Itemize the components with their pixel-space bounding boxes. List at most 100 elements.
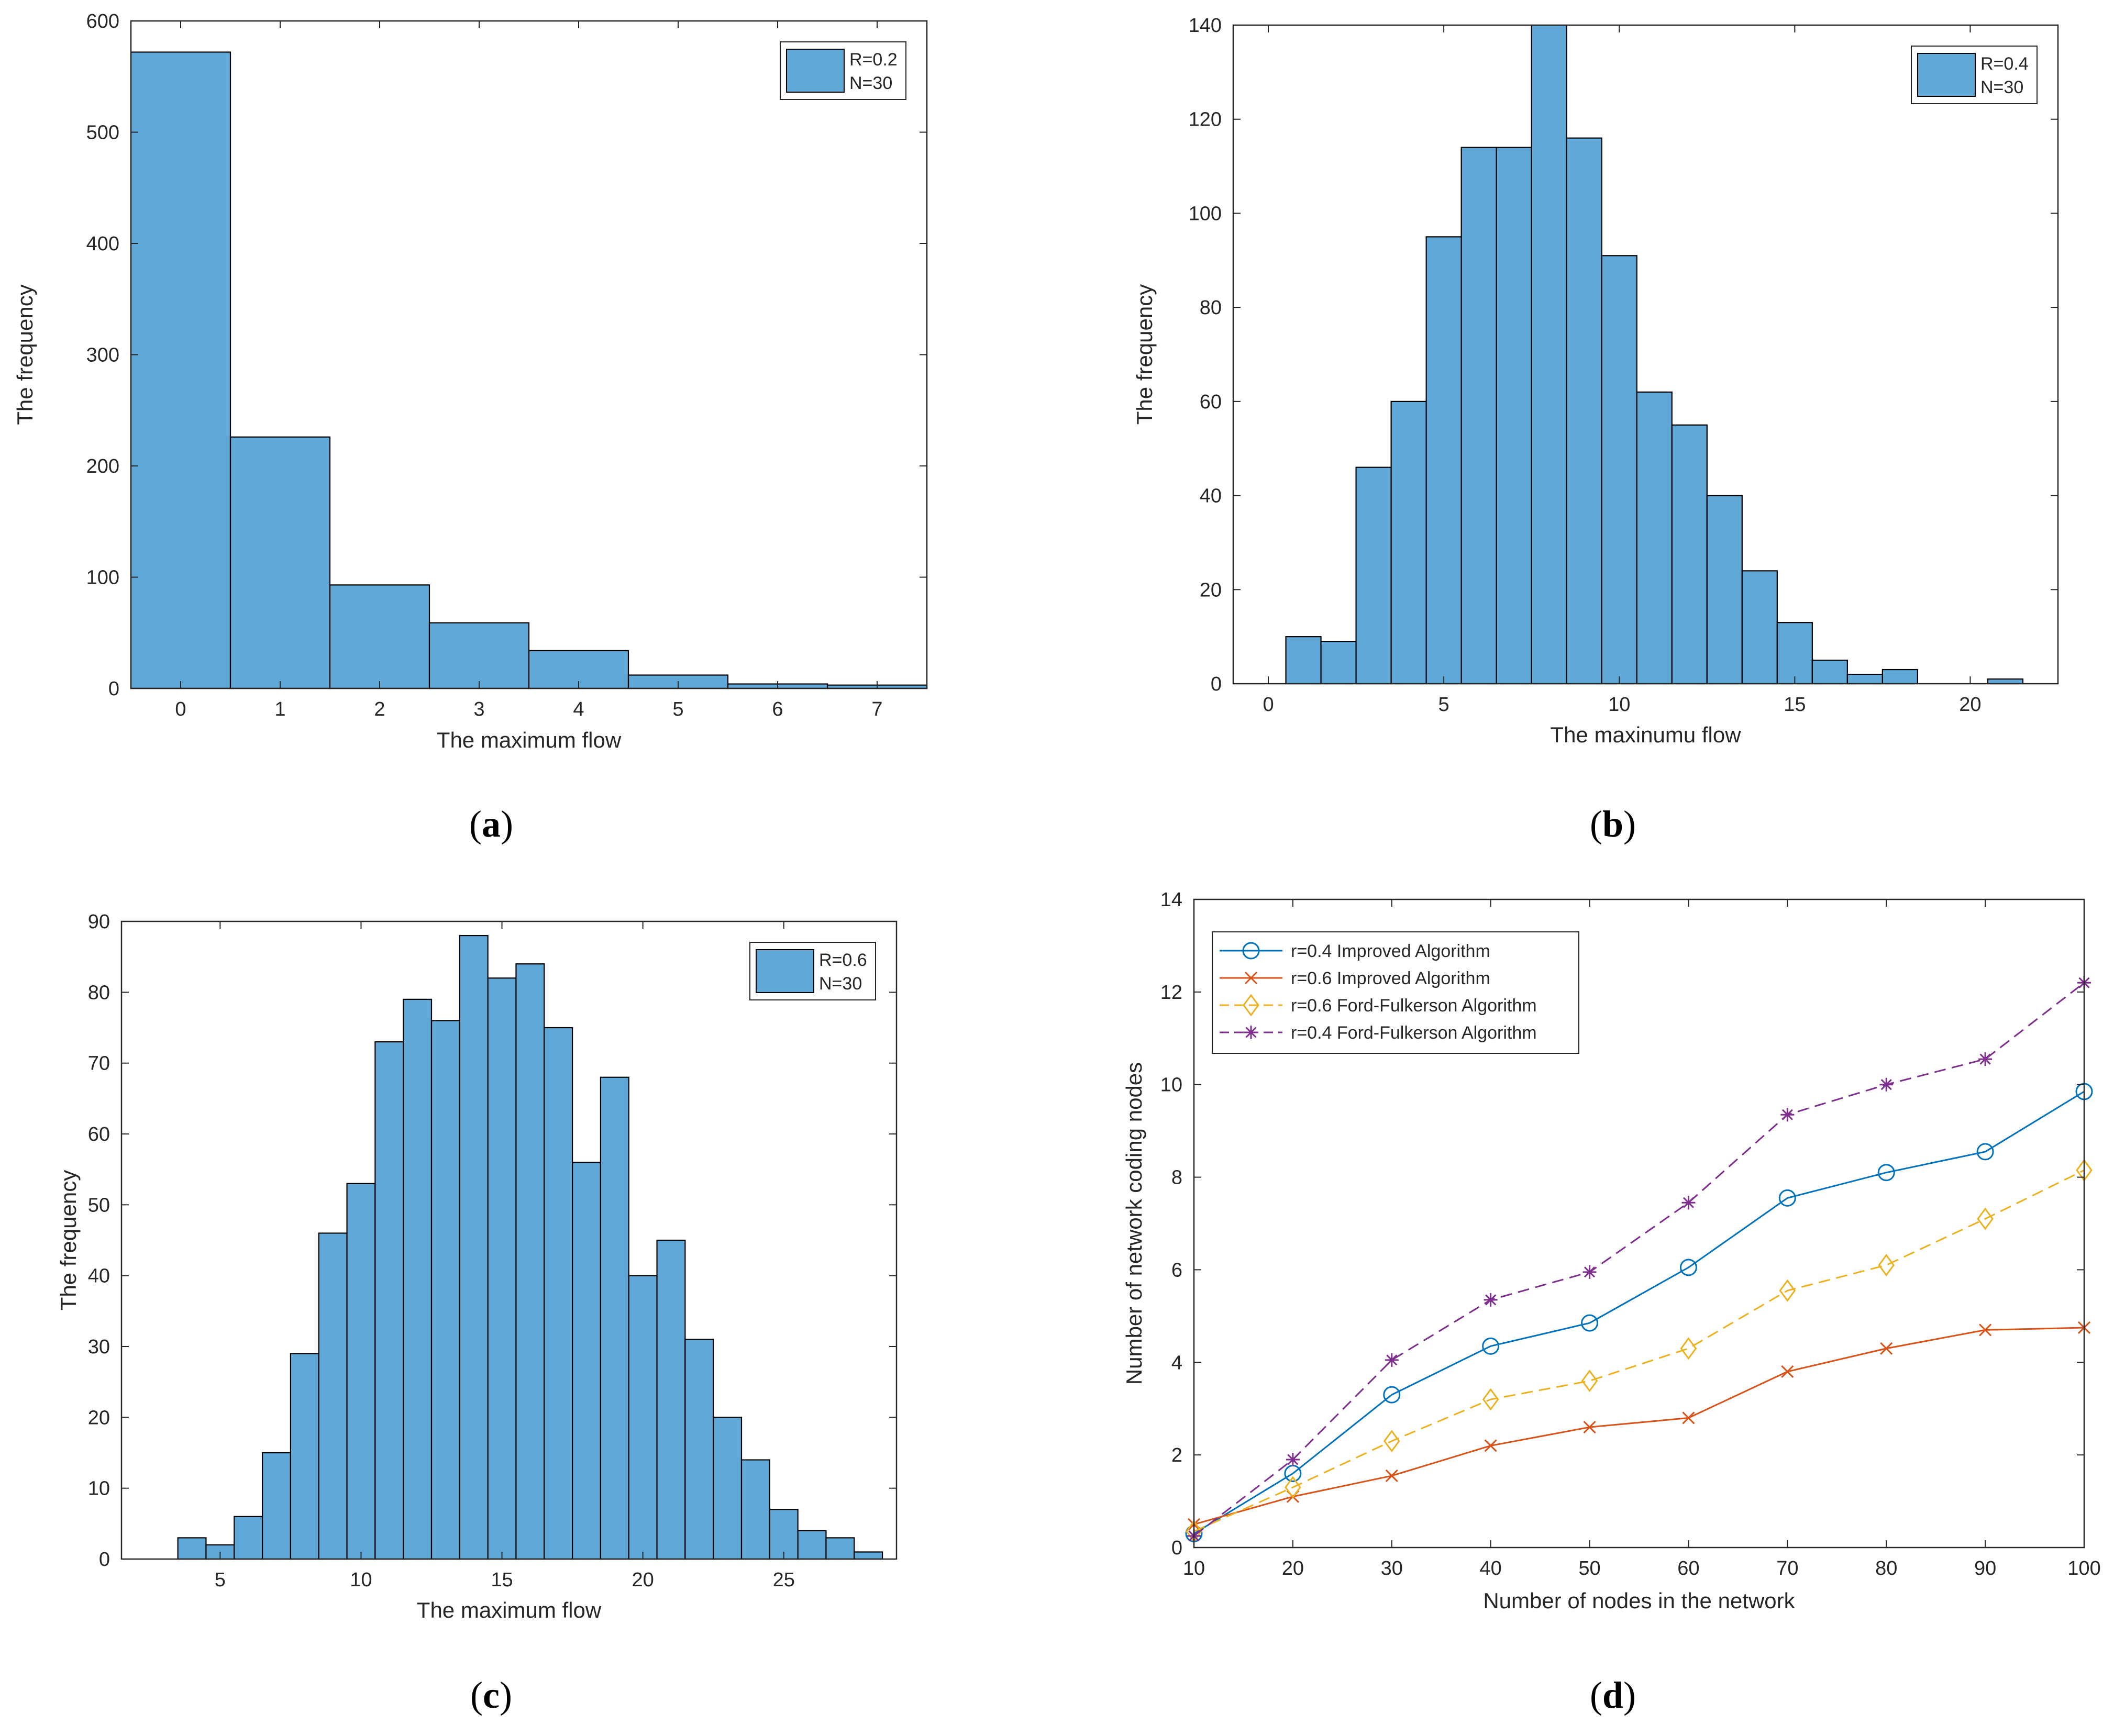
- caption-b: (b): [1590, 803, 1636, 845]
- histogram-bar: [825, 1537, 855, 1560]
- histogram-bar: [769, 1509, 799, 1560]
- data-point: [1877, 1164, 1895, 1182]
- x-tick-label: 4: [573, 698, 584, 720]
- y-axis-label: Number of network coding nodes: [1122, 1062, 1146, 1385]
- histogram-bar: [740, 1459, 770, 1560]
- legend-label: R=0.6: [819, 950, 867, 970]
- histogram-bar: [177, 1537, 207, 1560]
- histogram-bar: [1811, 659, 1848, 685]
- y-tick-label: 40: [88, 1265, 110, 1287]
- data-point: [1582, 1265, 1597, 1279]
- y-tick-label: 2: [1171, 1444, 1182, 1466]
- histogram-bar: [403, 998, 433, 1560]
- x-tick-label: 70: [1776, 1557, 1798, 1579]
- y-tick-label: 8: [1171, 1167, 1182, 1189]
- data-point: [1679, 1259, 1697, 1276]
- histogram-bar: [374, 1041, 404, 1560]
- histogram-bar: [1425, 236, 1462, 685]
- x-tick-label: 10: [350, 1569, 372, 1591]
- y-tick-label: 300: [86, 344, 119, 366]
- legend-swatch: [756, 949, 814, 993]
- legend-swatch: [1917, 53, 1976, 97]
- y-tick-label: 90: [88, 911, 110, 933]
- histogram-bar: [430, 1020, 460, 1560]
- x-tick-label: 15: [1784, 694, 1806, 716]
- histogram-bar: [600, 1076, 629, 1560]
- legend-marker: [1243, 994, 1259, 1017]
- x-tick-label: 7: [871, 698, 882, 720]
- y-tick-label: 140: [1189, 15, 1222, 37]
- y-tick-label: 100: [1189, 203, 1222, 225]
- data-point: [1781, 1365, 1794, 1378]
- histogram-bar: [428, 622, 530, 689]
- data-point: [1583, 1421, 1596, 1434]
- data-point: [1286, 1452, 1300, 1466]
- histogram-bar: [1566, 137, 1602, 685]
- data-point: [1385, 1469, 1398, 1483]
- x-tick-label: 20: [1959, 694, 1981, 716]
- y-tick-label: 60: [88, 1123, 110, 1145]
- histogram-bar: [1741, 570, 1778, 685]
- x-tick-label: 50: [1578, 1557, 1600, 1579]
- histogram-bar: [1987, 678, 2024, 685]
- plot-frame-c: [120, 920, 898, 1560]
- series-line-2: [1193, 1327, 2085, 1526]
- y-tick-label: 12: [1160, 982, 1182, 1004]
- legend-marker: [1244, 1026, 1258, 1039]
- data-point: [1979, 1323, 1992, 1337]
- x-axis-label: The maximum flow: [437, 728, 622, 752]
- caption-c: (c): [470, 1674, 512, 1716]
- histogram-bar: [1496, 147, 1532, 685]
- x-tick-label: 10: [1183, 1557, 1205, 1579]
- y-tick-label: 6: [1171, 1259, 1182, 1281]
- x-tick-label: 30: [1381, 1557, 1403, 1579]
- y-tick-label: 500: [86, 122, 119, 144]
- x-axis-label: The maxinumu flow: [1550, 722, 1741, 747]
- data-point: [1482, 1388, 1499, 1411]
- histogram-bar: [515, 963, 545, 1560]
- x-tick-label: 100: [2067, 1557, 2100, 1579]
- histogram-bar: [1531, 24, 1567, 685]
- y-tick-label: 100: [86, 567, 119, 589]
- data-point: [1779, 1279, 1796, 1302]
- y-tick-label: 0: [1211, 673, 1222, 695]
- y-tick-label: 400: [86, 233, 119, 255]
- panel-a-histogram: 0 1 2 3 4 5 6 7 0 100 200 300 400 500 600 The maximum f…: [13, 10, 928, 752]
- x-tick-label: 40: [1480, 1557, 1502, 1579]
- histogram-bar: [1706, 495, 1743, 685]
- histogram-bar: [1846, 673, 1883, 685]
- x-tick-label: 20: [1282, 1557, 1304, 1579]
- x-tick-label: 6: [772, 698, 783, 720]
- histogram-bar: [229, 436, 331, 689]
- histogram-bar: [1601, 255, 1637, 685]
- x-tick-label: 80: [1875, 1557, 1897, 1579]
- histogram-bar: [571, 1162, 602, 1560]
- x-tick-label: 0: [175, 698, 186, 720]
- series-line-1: [1193, 1090, 2085, 1534]
- x-tick-label: 20: [632, 1569, 654, 1591]
- histogram-bar: [713, 1417, 743, 1560]
- data-point: [1680, 1337, 1697, 1360]
- data-point: [1383, 1386, 1401, 1404]
- data-point: [1285, 1476, 1301, 1499]
- x-tick-label: 2: [374, 698, 385, 720]
- legend-label: N=30: [1980, 77, 2023, 97]
- histogram-bar: [1636, 391, 1673, 685]
- histogram-bar: [854, 1551, 883, 1560]
- x-tick-label: 1: [274, 698, 285, 720]
- histogram-bar: [1881, 669, 1919, 685]
- data-point: [1778, 1189, 1796, 1207]
- histogram-bar: [459, 934, 489, 1560]
- series-line-4: [1193, 982, 2085, 1537]
- y-tick-label: 4: [1171, 1352, 1182, 1374]
- x-tick-label: 10: [1608, 694, 1630, 716]
- plot-frame-d: [1193, 898, 2085, 1549]
- x-axis-label: The maximum flow: [417, 1598, 602, 1622]
- legend-label: r=0.4 Improved Algorithm: [1291, 941, 1490, 961]
- y-tick-label: 0: [99, 1549, 110, 1571]
- x-tick-label: 5: [215, 1569, 226, 1591]
- y-tick-label: 10: [88, 1478, 110, 1500]
- data-point: [1977, 1207, 1994, 1230]
- histogram-bar: [1776, 622, 1813, 685]
